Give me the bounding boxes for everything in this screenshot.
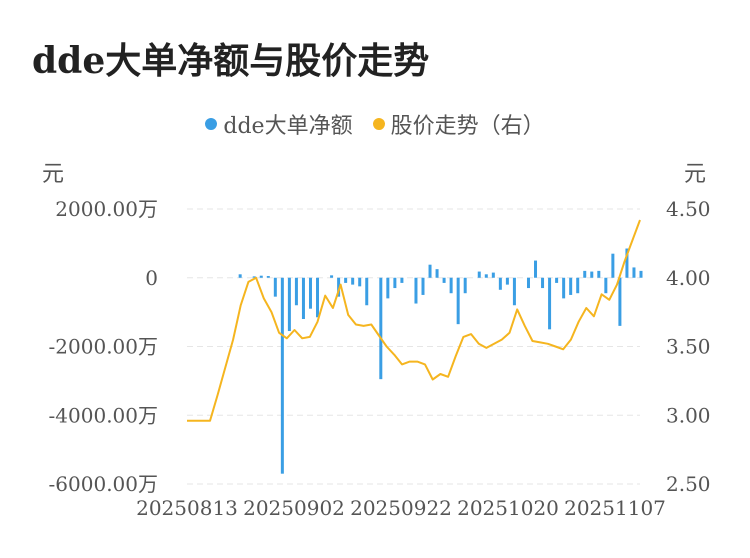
y-left-tick-label: 0 — [145, 266, 158, 290]
x-tick-label: 20250813 — [136, 496, 238, 520]
dde-bar — [463, 277, 467, 294]
dde-bar — [308, 277, 312, 309]
dde-bar — [337, 277, 341, 297]
dde-bar — [562, 277, 566, 299]
dde-bar — [442, 277, 446, 283]
legend-dot-dde — [205, 118, 218, 130]
dde-bar — [632, 267, 636, 278]
legend: dde大单净额 股价走势（右） — [0, 109, 750, 139]
dde-bar — [477, 271, 481, 278]
y-left-tick-label: -6000.00万 — [49, 472, 158, 496]
dde-bar — [569, 277, 573, 295]
dde-bar — [316, 277, 320, 318]
dde-bar — [414, 277, 418, 304]
y-right-tick-label: 4.00 — [666, 266, 711, 290]
dde-bar — [400, 277, 404, 283]
dde-bar — [351, 277, 355, 285]
dde-bar — [301, 277, 305, 319]
dde-bar — [287, 277, 291, 332]
y-left-tick-label: -4000.00万 — [49, 403, 158, 427]
dde-bar — [590, 271, 594, 278]
legend-item-price[interactable]: 股价走势（右） — [372, 108, 545, 140]
dde-bar — [449, 277, 453, 294]
y-right-tick-label: 2.50 — [666, 472, 711, 496]
dde-bar — [491, 272, 495, 278]
dde-bar — [625, 248, 629, 278]
dde-bar — [604, 277, 608, 294]
dde-bar — [498, 277, 502, 290]
legend-dot-price — [372, 118, 385, 130]
dde-bar — [505, 277, 509, 285]
dde-bar — [379, 277, 383, 380]
x-tick-label: 20251020 — [457, 496, 559, 520]
dde-bar — [576, 277, 580, 294]
legend-label-price: 股价走势（右） — [390, 114, 545, 139]
dde-bar — [273, 277, 277, 297]
dde-bar — [548, 277, 552, 330]
x-tick-label: 20250902 — [243, 496, 345, 520]
dde-bar — [365, 277, 369, 306]
y-left-tick-label: 2000.00万 — [55, 197, 158, 221]
dde-bar — [435, 269, 439, 278]
right-axis-unit: 元 — [684, 162, 707, 187]
dde-bar — [238, 274, 242, 278]
y-right-tick-label: 3.50 — [666, 335, 711, 359]
x-tick-label: 20251107 — [564, 496, 666, 520]
x-tick-label: 20250922 — [350, 496, 452, 520]
dde-bar — [526, 277, 530, 289]
dde-bar — [428, 264, 432, 278]
dde-bar — [358, 277, 362, 287]
dde-bar — [534, 260, 538, 278]
dde-bar — [252, 276, 256, 278]
dde-bar — [611, 253, 615, 278]
dde-bar — [344, 277, 348, 283]
legend-label-dde: dde大单净额 — [223, 114, 353, 139]
dde-bar — [294, 277, 298, 306]
chart-title: dde大单净额与股价走势 — [32, 40, 430, 82]
dde-bar — [541, 277, 545, 289]
legend-item-dde[interactable]: dde大单净额 — [205, 108, 353, 140]
dde-bar — [597, 270, 601, 278]
dde-bar — [266, 276, 270, 278]
dde-bar — [618, 277, 622, 326]
price-line — [187, 219, 641, 422]
dde-bar — [583, 270, 587, 278]
dde-bar — [456, 277, 460, 325]
dde-bar — [484, 274, 488, 278]
dde-bar — [421, 277, 425, 295]
dde-bar — [393, 277, 397, 289]
dde-bar — [386, 277, 390, 299]
dde-bar — [512, 277, 516, 306]
dde-bar — [555, 277, 559, 283]
y-left-tick-label: -2000.00万 — [49, 335, 158, 359]
y-right-tick-label: 3.00 — [666, 403, 711, 427]
dde-bar — [639, 270, 643, 278]
dde-bar — [280, 277, 284, 474]
dde-bar — [330, 275, 334, 278]
y-right-tick-label: 4.50 — [666, 197, 711, 221]
dde-bar — [259, 275, 263, 278]
left-axis-unit: 元 — [42, 162, 65, 187]
